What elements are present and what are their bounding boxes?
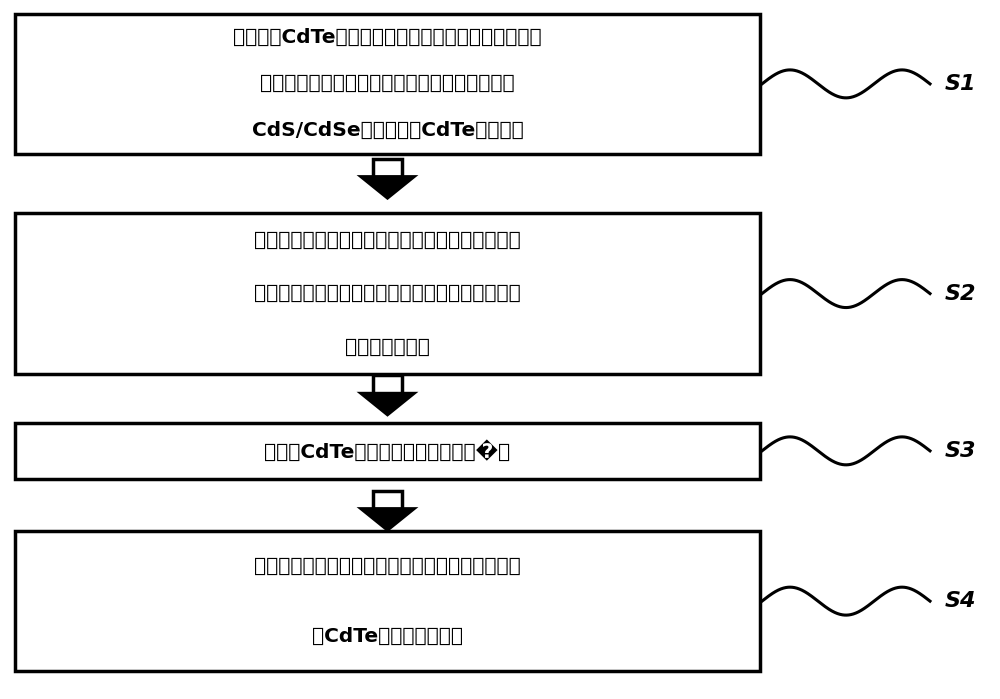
Bar [15,531,760,671]
Text: CdS/CdSe缓冲层以及CdTe光吸收层: CdS/CdSe缓冲层以及CdTe光吸收层 [252,121,523,140]
Polygon shape [362,394,414,415]
Bar [373,159,402,177]
Text: 所述基板上有底电极，所述底电极上依次沉积有: 所述基板上有底电极，所述底电极上依次沉积有 [260,74,515,94]
Text: 入含有碱的氨水溶液，待其全部溶解后，加入水合: 入含有碱的氨水溶液，待其全部溶解后，加入水合 [254,284,521,303]
Polygon shape [362,177,414,198]
Text: 在所述CdTe光吸收层涂覆所述活化�液: 在所述CdTe光吸收层涂覆所述活化�液 [264,440,511,462]
Bar [373,491,402,509]
Text: S3: S3 [945,441,976,461]
Text: 提供一个CdTe薄膜太阳电池半成品结构，包括基板，: 提供一个CdTe薄膜太阳电池半成品结构，包括基板， [233,28,542,47]
Polygon shape [362,509,414,530]
Text: 配制活化溶液：将氯化铜、氯化锌和含碲化合物加: 配制活化溶液：将氯化铜、氯化锌和含碲化合物加 [254,231,521,250]
Text: 烘干所述活化溶液使其反应，退火热处理，使得所: 烘干所述活化溶液使其反应，退火热处理，使得所 [254,556,521,576]
Text: S1: S1 [945,74,976,94]
Bar [373,375,402,394]
Text: 肼得到活化溶液: 肼得到活化溶液 [345,338,430,356]
Bar [15,14,760,154]
Text: S2: S2 [945,284,976,303]
Bar [15,213,760,374]
Text: S4: S4 [945,591,976,611]
Text: 述CdTe光吸收层活化。: 述CdTe光吸收层活化。 [312,626,463,646]
Bar [15,423,760,479]
